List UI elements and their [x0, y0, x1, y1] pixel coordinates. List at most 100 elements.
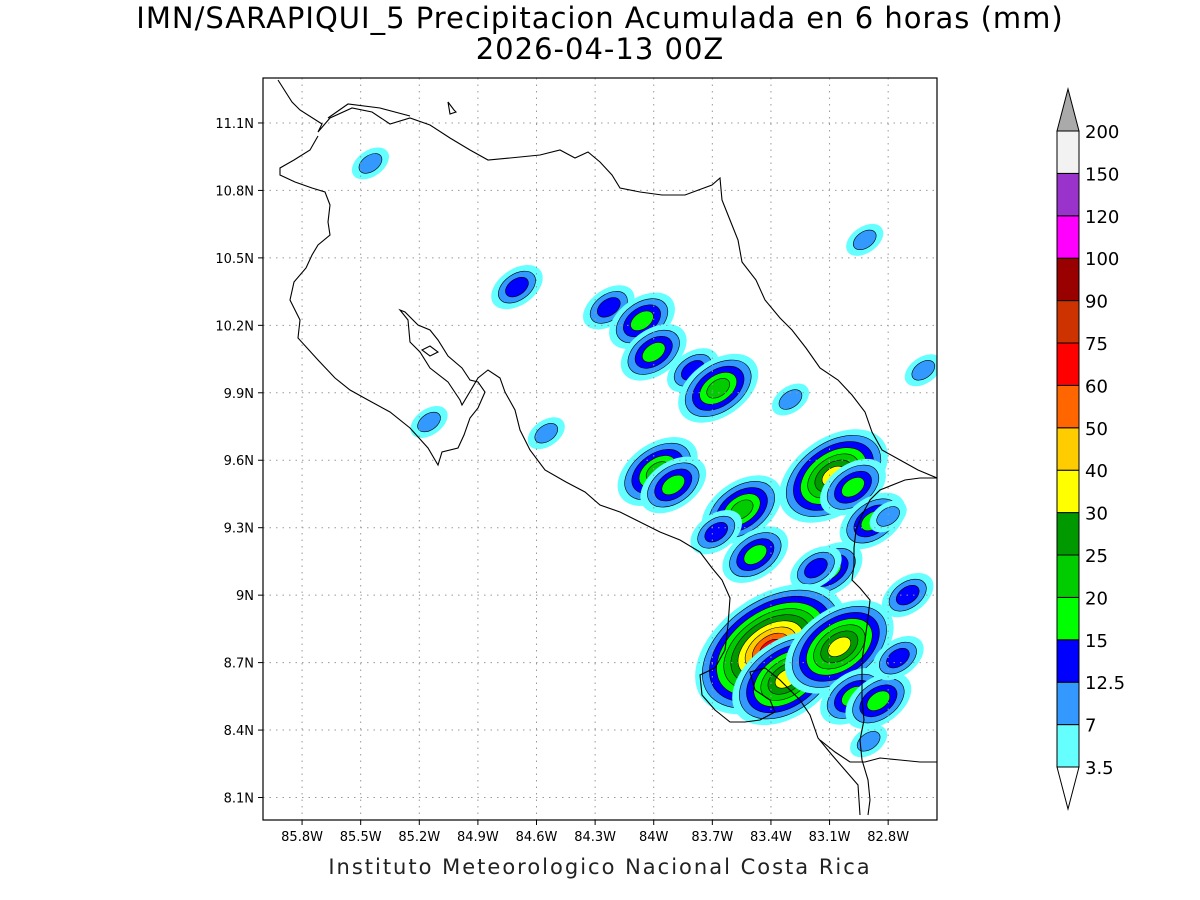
lon-tick-label: 83.7W [691, 830, 733, 845]
lon-tick-label: 85.8W [281, 830, 323, 845]
colorbar-label: 90 [1085, 292, 1108, 313]
precip-level-1 [358, 153, 383, 174]
colorbar-label: 100 [1085, 249, 1119, 270]
colorbar-swatch [1056, 342, 1080, 386]
lat-tick-label: 9.9N [224, 387, 254, 402]
precip-cell [784, 600, 894, 694]
precip-cell [869, 500, 907, 533]
precip-level-1 [856, 731, 881, 752]
precip-level-3 [866, 690, 891, 711]
colorbar: 3.5 7 12.5 15 20 25 30 40 50 60 75 90 100 120 150 200 [1056, 87, 1125, 811]
precipitation-layer [351, 147, 937, 758]
colorbar-swatch [1056, 300, 1080, 344]
colorbar-label: 60 [1085, 376, 1108, 397]
lat-tick-label: 9N [236, 589, 254, 604]
precip-level-2 [804, 558, 828, 579]
colorbar-label: 75 [1085, 334, 1108, 355]
island-outline [420, 345, 440, 357]
lon-tick-label: 85.5W [340, 830, 382, 845]
precip-cell [690, 510, 742, 555]
colorbar-swatch [1056, 681, 1080, 726]
precip-level-1 [876, 506, 900, 527]
precip-level-1 [534, 423, 559, 444]
precip-cell [904, 354, 937, 387]
colorbar-label: 12.5 [1085, 673, 1125, 694]
precip-level-1 [911, 360, 936, 381]
precip-cell [410, 406, 448, 439]
precip-level-1 [852, 229, 877, 251]
colorbar-swatch [1056, 172, 1080, 217]
footer-credit: Instituto Meteorologico Nacional Costa R… [328, 855, 872, 879]
lat-tick-label: 11.1N [215, 117, 254, 132]
lat-tick-label: 8.4N [224, 724, 254, 739]
lat-tick-label: 8.1N [224, 792, 254, 807]
colorbar-swatch [1056, 469, 1080, 514]
precip-level-1 [778, 389, 803, 410]
precip-level-2 [704, 522, 728, 543]
colorbar-swatch [1056, 512, 1080, 556]
precip-cell [351, 147, 390, 180]
colorbar-swatch [1056, 724, 1080, 768]
colorbar-label: 7 [1085, 716, 1096, 737]
lon-tick-label: 85.2W [398, 830, 440, 845]
lon-tick-label: 82.8W [867, 830, 909, 845]
lat-tick-label: 10.8N [215, 184, 254, 199]
precip-cell [640, 456, 707, 514]
colorbar-swatch [1056, 215, 1080, 259]
island-outline [447, 101, 458, 115]
colorbar-swatch [1056, 427, 1080, 471]
lat-tick-label: 9.3N [224, 522, 254, 537]
precip-cell [846, 223, 884, 256]
precip-level-6 [827, 636, 852, 658]
colorbar-max-triangle [1056, 87, 1080, 132]
map-date: 2026-04-13 00Z [475, 32, 725, 66]
lon-tick-label: 84.3W [574, 830, 616, 845]
lon-tick-label: 84.9W [457, 830, 499, 845]
precip-level-2 [597, 297, 621, 318]
colorbar-swatch [1056, 384, 1080, 429]
map-frame [262, 77, 938, 821]
precip-cell [850, 725, 888, 758]
axis-labels: 85.8W 85.5W 85.2W 84.9W 84.6W 84.3W 84W 83.7W 83… [215, 117, 909, 845]
colorbar-label: 50 [1085, 419, 1108, 440]
nicaragua-border [327, 103, 411, 119]
colorbar-min-triangle [1056, 766, 1080, 811]
colorbar-label: 150 [1085, 164, 1119, 185]
colorbar-label: 40 [1085, 461, 1108, 482]
lon-tick-label: 83.1W [809, 830, 851, 845]
precip-cell [790, 546, 842, 591]
lat-tick-label: 10.2N [215, 319, 254, 334]
colorbar-label: 15 [1085, 631, 1108, 652]
precip-level-3 [743, 544, 768, 565]
precip-level-2 [886, 647, 910, 669]
colorbar-label: 3.5 [1085, 758, 1114, 779]
panama-border [851, 477, 937, 816]
precip-level-2 [505, 276, 529, 298]
precip-level-1 [417, 411, 441, 433]
precip-level-3 [661, 474, 686, 496]
lon-tick-label: 84W [639, 830, 669, 845]
colorbar-swatch [1056, 130, 1080, 174]
precip-cell [491, 264, 543, 310]
colorbar-label: 20 [1085, 588, 1108, 609]
lon-tick-label: 83.4W [750, 830, 792, 845]
map-title: IMN/SARAPIQUI_5 Precipitacion Acumulada … [136, 1, 1064, 35]
precip-cell [678, 353, 759, 423]
colorbar-label: 200 [1085, 122, 1119, 143]
precip-cell [722, 526, 789, 583]
golfito-coastline [819, 739, 937, 763]
colorbar-swatch [1056, 596, 1080, 641]
colorbar-swatch [1056, 639, 1080, 683]
lat-tick-label: 9.6N [224, 454, 254, 469]
precip-level-3 [841, 477, 865, 498]
colorbar-label: 120 [1085, 207, 1119, 228]
colorbar-label: 25 [1085, 546, 1108, 567]
pacific-coastline [277, 79, 937, 479]
precip-cell [771, 383, 810, 416]
grid-lines [263, 78, 937, 820]
colorbar-swatch [1056, 554, 1080, 598]
lat-tick-label: 8.7N [224, 657, 254, 672]
colorbar-label: 30 [1085, 504, 1108, 525]
precip-cell [527, 417, 565, 450]
